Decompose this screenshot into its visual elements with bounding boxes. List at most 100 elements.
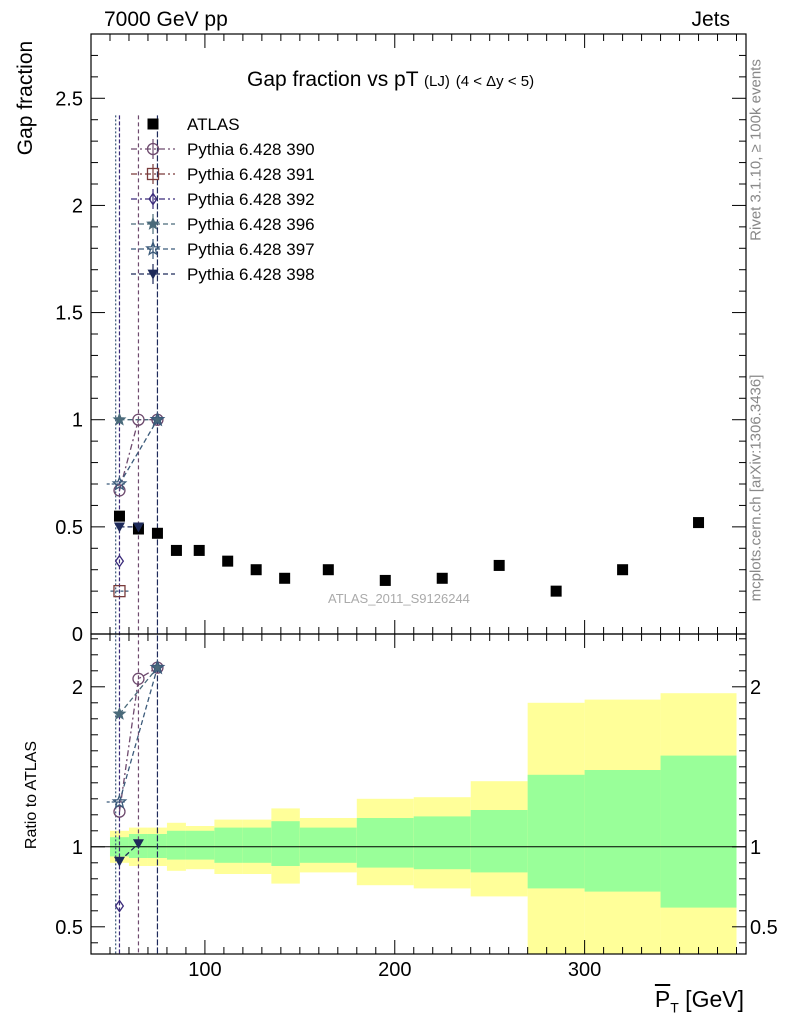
legend-marker-4 xyxy=(146,216,160,230)
ratio-ytick-label-right-1: 1 xyxy=(750,837,761,859)
main-point-0-7 xyxy=(279,572,291,584)
xtick-label-0: 100 xyxy=(188,959,221,981)
legend-label-5: Pythia 6.428 397 xyxy=(187,240,315,259)
xtick-label-2: 300 xyxy=(568,959,601,981)
legend-item-3: Pythia 6.428 392 xyxy=(131,189,315,209)
ratio-line-3 xyxy=(118,667,159,803)
legend-marker-6 xyxy=(147,269,159,280)
main-ytick-label-3: 1.5 xyxy=(55,303,83,325)
ratio-inner-band-11 xyxy=(470,810,528,873)
energy-label: 7000 GeV pp xyxy=(104,8,228,31)
chart-title: Gap fraction vs pT (LJ) (4 < Δy < 5) xyxy=(247,68,534,92)
ratio-inner-band-5 xyxy=(214,827,243,863)
legend-item-0: ATLAS xyxy=(147,115,240,134)
title-sub: (LJ) xyxy=(424,73,450,90)
legend-item-5: Pythia 6.428 397 xyxy=(131,239,315,259)
ratio-point-4-0 xyxy=(113,856,125,867)
legend-marker-1 xyxy=(146,142,160,156)
ratio-series-markers xyxy=(111,659,166,913)
main-point-0-14 xyxy=(693,517,705,529)
main-line-5 xyxy=(118,419,158,485)
ratio-inner-band-8 xyxy=(299,827,357,863)
ratio-point-4-1 xyxy=(132,839,144,850)
analysis-watermark: ATLAS_2011_S9126244 xyxy=(328,591,470,606)
legend-marker-2 xyxy=(146,167,160,181)
ratio-inner-band-7 xyxy=(271,821,300,866)
legend-label-4: Pythia 6.428 396 xyxy=(187,215,315,234)
xtick-label-1: 200 xyxy=(378,959,411,981)
ratio-line-2 xyxy=(118,667,158,715)
ratio-point-1-0 xyxy=(114,899,125,913)
axis-ticks: 0 0.5 1 1.5 2 2.5 0.5 0.5 1 1 2 2 100 200 300 xyxy=(55,34,778,981)
legend-item-4: Pythia 6.428 396 xyxy=(131,214,315,234)
main-point-3-0 xyxy=(114,554,125,568)
main-point-0-6 xyxy=(250,564,262,576)
main-point-4-0 xyxy=(112,412,127,426)
main-series-lines xyxy=(118,419,158,528)
main-point-5-1 xyxy=(149,411,166,427)
ratio-point-2-0 xyxy=(112,706,127,720)
legend-label-3: Pythia 6.428 392 xyxy=(187,190,315,209)
main-ytick-label-0: 0 xyxy=(72,624,83,646)
legend-item-1: Pythia 6.428 390 xyxy=(131,139,315,159)
main-ytick-label-5: 2.5 xyxy=(55,88,83,110)
ratio-ytick-label-left-2: 2 xyxy=(72,677,83,699)
main-point-6-1 xyxy=(132,522,144,533)
ratio-point-3-0 xyxy=(111,793,128,809)
ratio-inner-band-14 xyxy=(660,755,737,908)
rivet-label: Rivet 3.1.10, ≥ 100k events xyxy=(747,59,765,241)
legend-marker-3 xyxy=(148,192,158,206)
ratio-ytick-label-left-1: 1 xyxy=(72,837,83,859)
legend-label-0: ATLAS xyxy=(187,115,240,134)
ratio-point-3-1 xyxy=(149,659,166,675)
main-ytick-label-1: 0.5 xyxy=(55,517,83,539)
ratio-point-0-1 xyxy=(132,672,145,685)
ratio-frame xyxy=(90,633,747,955)
ratio-inner-band-9 xyxy=(356,818,414,868)
main-point-0-11 xyxy=(493,559,505,571)
title-range: (4 < Δy < 5) xyxy=(455,73,535,90)
legend-marker-0 xyxy=(147,118,159,130)
y-axis-label-main: Gap fraction xyxy=(14,40,37,156)
ratio-bands xyxy=(91,693,746,954)
x-axis-label: PT [GeV] xyxy=(654,986,744,1016)
legend-item-2: Pythia 6.428 391 xyxy=(131,164,315,184)
ratio-inner-band-12 xyxy=(527,774,585,889)
ratio-line-0 xyxy=(118,667,158,812)
ratio-inner-band-4 xyxy=(185,830,215,860)
main-point-2-0 xyxy=(113,584,126,598)
main-point-6-0 xyxy=(113,522,125,533)
y-axis-label-ratio: Ratio to ATLAS xyxy=(23,740,40,850)
main-ytick-label-4: 2 xyxy=(72,195,83,217)
main-series-markers xyxy=(111,411,705,598)
main-point-0-3 xyxy=(170,544,182,556)
legend: ATLAS Pythia 6.428 390 Pythia 6.428 391 Pyt… xyxy=(131,115,315,284)
main-point-5-0 xyxy=(111,475,128,491)
title-main: Gap fraction vs pT xyxy=(247,68,419,91)
ratio-ytick-label-left-0: 0.5 xyxy=(55,917,83,939)
main-point-0-0 xyxy=(113,510,125,522)
ratio-inner-band-13 xyxy=(584,770,661,892)
main-point-0-10 xyxy=(436,572,448,584)
main-point-0-4 xyxy=(193,544,205,556)
legend-marker-5 xyxy=(145,240,161,256)
ratio-point-0-0 xyxy=(113,805,126,818)
legend-label-2: Pythia 6.428 391 xyxy=(187,165,315,184)
legend-item-6: Pythia 6.428 398 xyxy=(131,264,315,284)
process-label: Jets xyxy=(691,8,730,31)
mcplots-label: mcplots.cern.ch [arXiv:1306.3436] xyxy=(747,374,765,602)
ratio-inner-band-3 xyxy=(166,830,186,860)
main-point-0-13 xyxy=(617,564,629,576)
main-point-0-12 xyxy=(550,585,562,597)
ratio-inner-band-6 xyxy=(242,827,272,863)
ratio-ytick-label-right-0: 0.5 xyxy=(750,917,778,939)
legend-label-1: Pythia 6.428 390 xyxy=(187,140,315,159)
ratio-inner-band-10 xyxy=(413,816,471,870)
ratio-ytick-label-right-2: 2 xyxy=(750,677,761,699)
main-point-0-8 xyxy=(322,564,334,576)
main-point-1-1 xyxy=(132,413,145,426)
main-point-0-5 xyxy=(222,555,234,567)
main-point-1-0 xyxy=(113,484,126,497)
legend-label-6: Pythia 6.428 398 xyxy=(187,265,315,284)
